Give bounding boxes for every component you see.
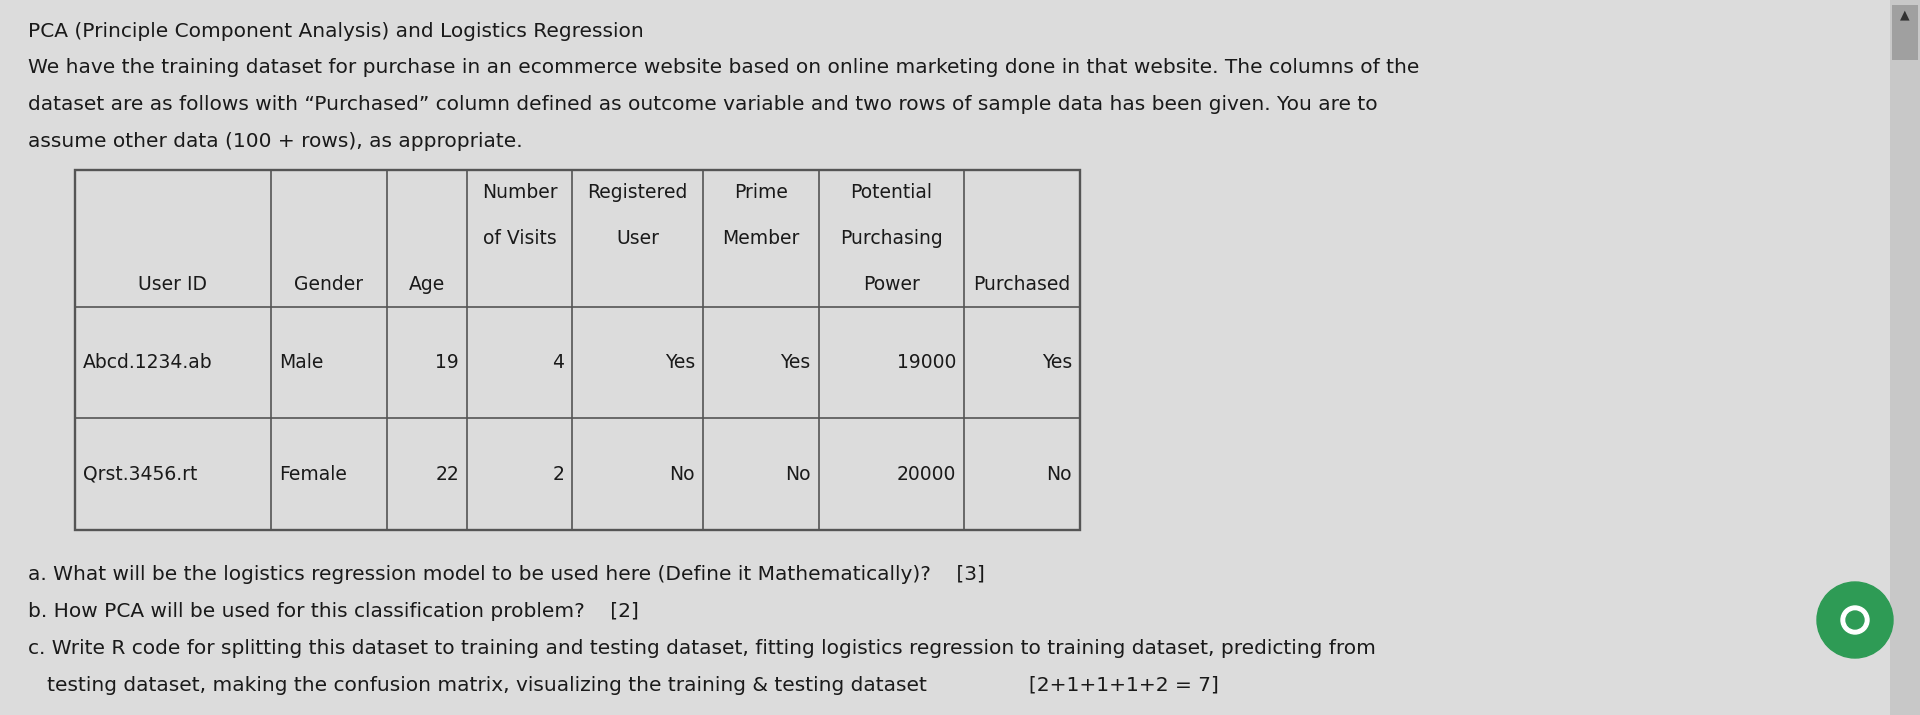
Text: 22: 22 <box>436 465 459 484</box>
Text: 19000: 19000 <box>897 353 956 372</box>
Text: Purchasing: Purchasing <box>841 229 943 248</box>
Text: Age: Age <box>409 275 445 293</box>
Text: b. How PCA will be used for this classification problem?    [2]: b. How PCA will be used for this classif… <box>29 602 639 621</box>
Text: a. What will be the logistics regression model to be used here (Define it Mathem: a. What will be the logistics regression… <box>29 565 985 584</box>
Text: Purchased: Purchased <box>973 275 1071 293</box>
Text: Yes: Yes <box>780 353 810 372</box>
Text: Number: Number <box>482 183 557 202</box>
Bar <box>1889 0 1920 715</box>
Text: 19: 19 <box>436 353 459 372</box>
Text: Qrst.3456.rt: Qrst.3456.rt <box>83 465 198 484</box>
Text: of Visits: of Visits <box>482 229 557 248</box>
Text: PCA (Principle Component Analysis) and Logistics Regression: PCA (Principle Component Analysis) and L… <box>29 22 643 41</box>
Text: assume other data (100 + rows), as appropriate.: assume other data (100 + rows), as appro… <box>29 132 522 151</box>
Text: Yes: Yes <box>664 353 695 372</box>
Text: 4: 4 <box>553 353 564 372</box>
Text: User: User <box>616 229 659 248</box>
Text: Potential: Potential <box>851 183 933 202</box>
Text: Power: Power <box>864 275 920 293</box>
Text: dataset are as follows with “Purchased” column defined as outcome variable and t: dataset are as follows with “Purchased” … <box>29 95 1379 114</box>
Text: Yes: Yes <box>1043 353 1071 372</box>
Text: No: No <box>785 465 810 484</box>
Text: c. Write R code for splitting this dataset to training and testing dataset, fitt: c. Write R code for splitting this datas… <box>29 639 1377 658</box>
Text: No: No <box>1046 465 1071 484</box>
Text: ▲: ▲ <box>1901 8 1910 21</box>
Text: User ID: User ID <box>138 275 207 293</box>
Text: Prime: Prime <box>733 183 787 202</box>
Circle shape <box>1841 606 1868 634</box>
Text: No: No <box>670 465 695 484</box>
Text: Female: Female <box>278 465 348 484</box>
Text: Abcd.1234.ab: Abcd.1234.ab <box>83 353 213 372</box>
Text: 20000: 20000 <box>897 465 956 484</box>
Text: Member: Member <box>722 229 799 248</box>
Circle shape <box>1816 582 1893 658</box>
Bar <box>75 170 1079 530</box>
Text: 2: 2 <box>553 465 564 484</box>
Text: Registered: Registered <box>588 183 687 202</box>
Text: Male: Male <box>278 353 323 372</box>
Text: Gender: Gender <box>294 275 363 293</box>
Text: We have the training dataset for purchase in an ecommerce website based on onlin: We have the training dataset for purchas… <box>29 58 1419 77</box>
Bar <box>1891 5 1918 60</box>
Text: testing dataset, making the confusion matrix, visualizing the training & testing: testing dataset, making the confusion ma… <box>29 676 1219 695</box>
Circle shape <box>1845 611 1864 629</box>
